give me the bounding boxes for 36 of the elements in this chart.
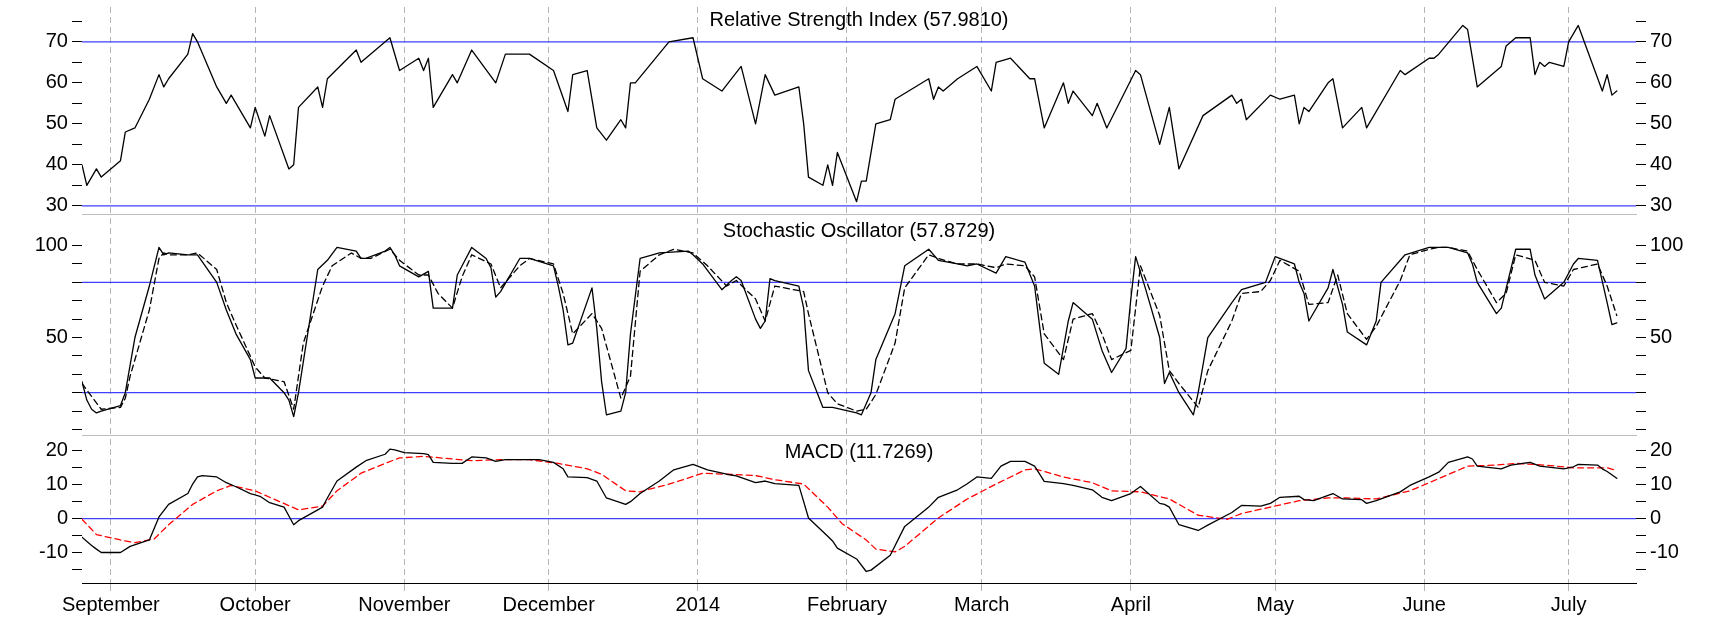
y2-tick-label: 50 bbox=[1650, 325, 1673, 348]
x-tick-label: November bbox=[358, 592, 451, 615]
x-tick-label: 2014 bbox=[675, 592, 721, 615]
y2-tick-label: -10 bbox=[1650, 540, 1679, 563]
y2-tick-label: 60 bbox=[1650, 70, 1673, 93]
x-tick-label: December bbox=[502, 592, 596, 615]
y-tick-label: 20 bbox=[45, 438, 68, 461]
y2-tick-label: 70 bbox=[1650, 29, 1673, 52]
y-tick-label: 10 bbox=[45, 472, 68, 495]
x-tick-label: March bbox=[953, 592, 1010, 615]
y2-tick-label: 20 bbox=[1650, 438, 1673, 461]
y-tick-label: 60 bbox=[45, 70, 68, 93]
y2-tick-label: 30 bbox=[1650, 193, 1673, 216]
x-tick-label: April bbox=[1110, 592, 1151, 615]
y-tick-label: 50 bbox=[45, 325, 68, 348]
y2-tick-label: 100 bbox=[1650, 233, 1684, 256]
y2-tick-label: 50 bbox=[1650, 111, 1673, 134]
x-tick-label: February bbox=[806, 592, 887, 615]
chart-title: Relative Strength Index (57.9810) bbox=[709, 8, 1009, 30]
x-tick-label: June bbox=[1402, 592, 1446, 615]
x-tick-label: May bbox=[1256, 592, 1295, 615]
y-tick-label: 30 bbox=[45, 193, 68, 216]
y-tick-label: 0 bbox=[56, 506, 68, 529]
y-tick-label: 50 bbox=[45, 111, 68, 134]
y2-tick-label: 10 bbox=[1650, 472, 1673, 495]
x-tick-label: July bbox=[1550, 592, 1587, 615]
y2-tick-label: 0 bbox=[1650, 506, 1662, 529]
x-tick-label: September bbox=[61, 592, 161, 615]
chart-title: MACD (11.7269) bbox=[784, 440, 934, 462]
x-tick-label: October bbox=[219, 592, 292, 615]
y-tick-label: -10 bbox=[39, 540, 68, 563]
y-tick-label: 40 bbox=[45, 152, 68, 175]
y-tick-label: 100 bbox=[34, 233, 68, 256]
chart-title: Stochastic Oscillator (57.8729) bbox=[722, 219, 996, 241]
y2-tick-label: 40 bbox=[1650, 152, 1673, 175]
y-tick-label: 70 bbox=[45, 29, 68, 52]
